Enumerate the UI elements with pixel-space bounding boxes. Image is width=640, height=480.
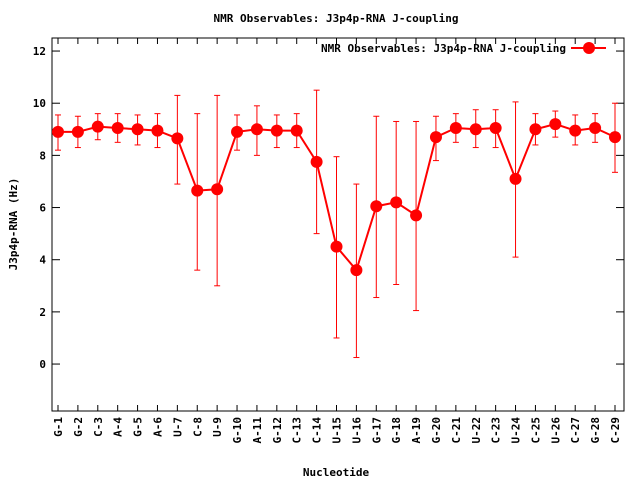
x-tick-label: C-21 bbox=[450, 417, 463, 444]
x-tick-label: A-6 bbox=[151, 417, 164, 437]
data-point bbox=[449, 121, 462, 134]
legend-label: NMR Observables: J3p4p-RNA J-coupling bbox=[321, 42, 566, 55]
data-point bbox=[609, 131, 621, 144]
x-tick-label: G-5 bbox=[132, 417, 145, 437]
data-point bbox=[270, 124, 283, 137]
legend-marker bbox=[583, 42, 595, 54]
data-point bbox=[71, 125, 84, 138]
data-point bbox=[330, 240, 343, 253]
x-tick-label: C-29 bbox=[609, 417, 622, 444]
x-tick-label: U-7 bbox=[171, 417, 184, 437]
data-point bbox=[310, 155, 323, 168]
x-tick-label: C-25 bbox=[529, 417, 542, 444]
x-tick-label: C-14 bbox=[311, 417, 324, 444]
y-axis: 0 2 4 6 8 10 12 bbox=[33, 45, 624, 371]
x-axis-label: Nucleotide bbox=[303, 466, 370, 479]
data-point bbox=[469, 123, 482, 136]
x-axis: G-1 G-2 C-3 A-4 G-5 A-6 U-7 C-8 U-9 G-10 A-11 G-12 C… bbox=[52, 38, 622, 444]
y-tick-label: 8 bbox=[39, 149, 46, 162]
data-point bbox=[131, 123, 144, 136]
data-point bbox=[91, 120, 104, 133]
data-point bbox=[111, 121, 124, 134]
data-point bbox=[52, 125, 64, 138]
data-point bbox=[549, 118, 562, 131]
x-tick-label: G-12 bbox=[271, 417, 284, 444]
x-tick-label: G-20 bbox=[430, 417, 443, 444]
data-point bbox=[151, 124, 164, 137]
y-tick-label: 4 bbox=[39, 254, 46, 267]
x-tick-label: U-16 bbox=[350, 417, 363, 444]
data-point bbox=[250, 123, 263, 136]
data-point bbox=[589, 121, 602, 134]
data-points bbox=[52, 118, 621, 277]
y-tick-label: 6 bbox=[39, 202, 46, 215]
x-tick-label: U-24 bbox=[510, 417, 523, 444]
plot-frame bbox=[51, 37, 625, 412]
x-tick-label: C-13 bbox=[291, 417, 304, 444]
x-tick-label: U-26 bbox=[549, 417, 562, 444]
data-point bbox=[350, 264, 363, 277]
x-tick-label: A-4 bbox=[112, 417, 125, 437]
x-tick-label: G-2 bbox=[72, 417, 85, 437]
x-tick-label: C-8 bbox=[191, 417, 204, 437]
data-point bbox=[529, 123, 542, 136]
x-tick-label: A-19 bbox=[410, 417, 423, 444]
x-tick-label: C-27 bbox=[569, 417, 582, 444]
x-tick-label: U-22 bbox=[470, 417, 483, 444]
chart-title: NMR Observables: J3p4p-RNA J-coupling bbox=[213, 12, 458, 25]
data-point bbox=[429, 131, 442, 144]
data-point bbox=[290, 124, 303, 137]
x-tick-label: U-9 bbox=[211, 417, 224, 437]
data-point bbox=[390, 196, 403, 209]
data-point bbox=[231, 125, 244, 138]
data-point bbox=[171, 132, 184, 145]
data-point bbox=[509, 172, 522, 185]
x-tick-label: G-1 bbox=[52, 417, 65, 437]
legend: NMR Observables: J3p4p-RNA J-coupling bbox=[321, 42, 606, 55]
x-tick-label: C-3 bbox=[92, 417, 105, 437]
data-point bbox=[489, 121, 502, 134]
y-tick-label: 2 bbox=[39, 306, 46, 319]
x-tick-label: C-23 bbox=[490, 417, 503, 444]
y-tick-label: 12 bbox=[33, 45, 46, 58]
data-point bbox=[191, 184, 204, 197]
data-point bbox=[410, 209, 423, 222]
y-tick-label: 0 bbox=[39, 358, 46, 371]
x-tick-label: U-15 bbox=[331, 417, 344, 444]
y-tick-label: 10 bbox=[33, 97, 46, 110]
y-axis-label: J3p4p-RNA (Hz) bbox=[7, 178, 20, 271]
x-tick-label: G-28 bbox=[589, 417, 602, 444]
x-tick-label: A-11 bbox=[251, 417, 264, 444]
x-tick-label: G-18 bbox=[390, 417, 403, 444]
x-tick-label: G-17 bbox=[370, 417, 383, 444]
x-tick-label: G-10 bbox=[231, 417, 244, 444]
data-point bbox=[211, 183, 224, 196]
data-point bbox=[569, 124, 582, 137]
data-point bbox=[370, 200, 383, 213]
